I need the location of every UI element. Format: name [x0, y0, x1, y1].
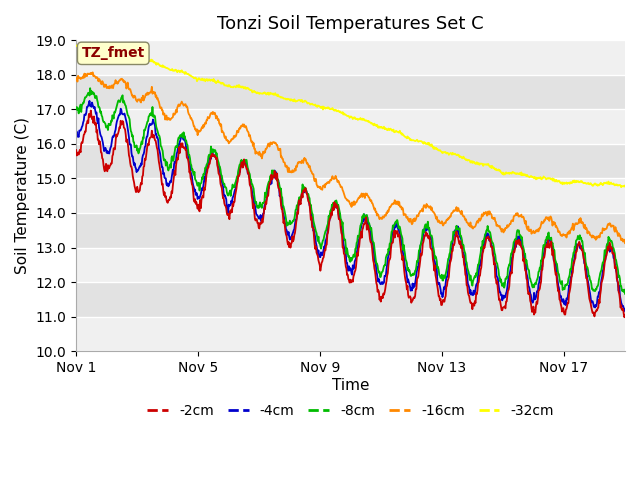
- Bar: [76, 282, 625, 317]
- Text: TZ_fmet: TZ_fmet: [82, 47, 145, 60]
- Bar: [76, 213, 625, 248]
- Bar: [76, 248, 625, 282]
- Y-axis label: Soil Temperature (C): Soil Temperature (C): [15, 117, 30, 274]
- Title: Tonzi Soil Temperatures Set C: Tonzi Soil Temperatures Set C: [217, 15, 484, 33]
- Bar: [76, 40, 625, 75]
- Legend: -2cm, -4cm, -8cm, -16cm, -32cm: -2cm, -4cm, -8cm, -16cm, -32cm: [141, 399, 559, 424]
- Bar: [76, 179, 625, 213]
- Bar: [76, 317, 625, 351]
- Bar: [76, 144, 625, 179]
- Bar: [76, 75, 625, 109]
- X-axis label: Time: Time: [332, 378, 369, 393]
- Bar: [76, 109, 625, 144]
